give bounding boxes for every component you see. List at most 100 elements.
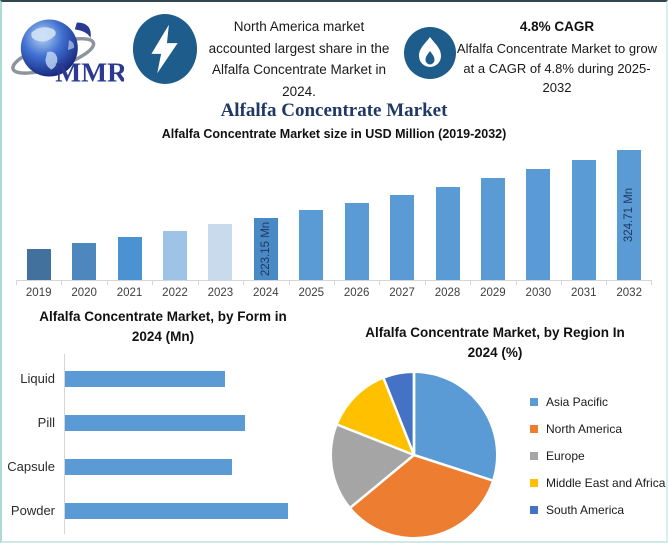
bar-2027 bbox=[390, 195, 415, 281]
legend-label: South America bbox=[546, 503, 625, 517]
form-row-liquid: Liquid bbox=[2, 357, 324, 401]
form-row-capsule: Capsule bbox=[2, 445, 324, 489]
form-label-liquid: Liquid bbox=[20, 371, 55, 386]
x-axis-label-2029: 2029 bbox=[470, 281, 515, 299]
x-axis-label-2031: 2031 bbox=[561, 281, 606, 299]
market-size-bar-chart: Alfalfa Concentrate Market size in USD M… bbox=[16, 127, 653, 299]
form-label-capsule: Capsule bbox=[7, 459, 55, 474]
bar-2029 bbox=[480, 178, 505, 281]
legend-item-middle-east-and-africa: Middle East and Africa bbox=[530, 470, 665, 497]
legend-marker-icon bbox=[530, 479, 538, 487]
logo-text: MMR bbox=[55, 56, 124, 87]
bar-value-label-2024: 223.15 Mn bbox=[259, 222, 272, 277]
form-bar-powder bbox=[64, 502, 288, 519]
form-row-pill: Pill bbox=[2, 401, 324, 445]
globe-continent bbox=[67, 40, 75, 51]
pie-slice-europe bbox=[332, 424, 414, 507]
globe-continent bbox=[45, 51, 58, 70]
header: MMR North America market accounted large… bbox=[2, 2, 666, 102]
pie-chart bbox=[332, 372, 497, 537]
form-label-powder: Powder bbox=[10, 503, 55, 518]
bar-column-2029 bbox=[470, 178, 515, 281]
bar-column-2025 bbox=[289, 210, 334, 281]
bar-2030 bbox=[526, 169, 551, 281]
x-axis-label-2028: 2028 bbox=[424, 281, 470, 299]
x-axis-label-2023: 2023 bbox=[197, 281, 243, 299]
bar-2032: 324.71 Mn bbox=[617, 150, 642, 281]
legend-item-north-america: North America bbox=[530, 416, 665, 443]
cagr-text: Alfalfa Concentrate Market to grow at a … bbox=[456, 41, 658, 95]
flame-icon bbox=[404, 27, 456, 79]
legend-label: North America bbox=[546, 422, 623, 436]
x-axis-label-2026: 2026 bbox=[333, 281, 379, 299]
bar-column-2024: 223.15 Mn bbox=[243, 218, 288, 281]
bar-column-2023 bbox=[198, 224, 243, 281]
bar-column-2030 bbox=[516, 169, 561, 281]
pie-legend: Asia Pacific North America Europe Middle Ea… bbox=[530, 389, 665, 541]
bottom-charts: Alfalfa Concentrate Market, by Form in 2… bbox=[2, 307, 666, 540]
form-bar-chart: Alfalfa Concentrate Market, by Form in 2… bbox=[2, 307, 324, 540]
bar-2025 bbox=[299, 210, 324, 281]
bar-2020 bbox=[72, 243, 97, 281]
legend-item-asia-pacific: Asia Pacific bbox=[530, 389, 665, 416]
bar-column-2021 bbox=[107, 237, 152, 281]
bar-column-2027 bbox=[379, 195, 424, 281]
bar-column-2020 bbox=[61, 243, 106, 281]
bar-column-2026 bbox=[334, 203, 379, 281]
legend-marker-icon bbox=[530, 425, 538, 433]
bar-2023 bbox=[208, 224, 233, 281]
cagr-title: 4.8% CAGR bbox=[519, 19, 595, 34]
form-bar-liquid bbox=[64, 370, 225, 387]
form-chart-title: Alfalfa Concentrate Market, by Form in 2… bbox=[39, 309, 287, 344]
pie-slice-asia-pacific bbox=[414, 372, 497, 480]
legend-item-south-america: South America bbox=[530, 497, 665, 524]
bar-value-label-2032: 324.71 Mn bbox=[623, 188, 636, 243]
bar-column-2019 bbox=[16, 249, 61, 281]
headline-text: North America market accounted largest s… bbox=[208, 19, 390, 99]
bar-2031 bbox=[571, 160, 596, 281]
x-axis-label-2030: 2030 bbox=[515, 281, 561, 299]
region-pie-chart: Alfalfa Concentrate Market, by Region In… bbox=[324, 307, 666, 540]
legend-marker-icon bbox=[530, 452, 538, 460]
x-axis-label-2021: 2021 bbox=[106, 281, 152, 299]
pie-slice-separator bbox=[413, 453, 493, 482]
bar-column-2031 bbox=[561, 160, 606, 281]
x-axis-label-2022: 2022 bbox=[152, 281, 197, 299]
mmr-logo: MMR bbox=[11, 19, 124, 87]
form-chart-plot-area: Liquid Pill Capsule Powder bbox=[2, 353, 324, 534]
logo-comma-swoosh bbox=[74, 22, 91, 39]
bar-column-2032: 324.71 Mn bbox=[606, 150, 651, 281]
pie-slice-separator bbox=[337, 423, 415, 456]
bar-2024: 223.15 Mn bbox=[253, 218, 278, 281]
x-axis-label-2024: 2024 bbox=[243, 281, 288, 299]
form-bar-capsule bbox=[64, 458, 232, 475]
x-axis-label-2019: 2019 bbox=[16, 281, 61, 299]
bar-chart-plot-area: 223.15 Mn 324.71 Mn bbox=[16, 147, 652, 282]
bar-2019 bbox=[26, 249, 51, 281]
bar-chart-x-axis: 2019 2020 2021 2022 2023 2024 2025 2026 2027 2028… bbox=[16, 281, 653, 299]
x-axis-label-2020: 2020 bbox=[61, 281, 106, 299]
pie-slice-middle-east-and-africa bbox=[337, 378, 414, 455]
page-title: Alfalfa Concentrate Market bbox=[220, 100, 448, 122]
bar-column-2022 bbox=[152, 231, 197, 281]
legend-label: Asia Pacific bbox=[546, 395, 609, 409]
lightning-bolt-icon bbox=[132, 14, 198, 84]
pie-slice-north-america bbox=[350, 454, 492, 537]
bar-2028 bbox=[435, 187, 460, 281]
region-chart-title: Alfalfa Concentrate Market, by Region In… bbox=[365, 325, 625, 360]
legend-item-europe: Europe bbox=[530, 443, 665, 470]
bar-2022 bbox=[162, 231, 187, 281]
form-row-powder: Powder bbox=[2, 489, 324, 533]
region-chart-body: Asia Pacific North America Europe Middle Ea… bbox=[324, 367, 666, 541]
legend-label: Middle East and Africa bbox=[546, 476, 666, 490]
legend-marker-icon bbox=[530, 506, 538, 514]
x-axis-label-2032: 2032 bbox=[606, 281, 653, 299]
form-label-pill: Pill bbox=[37, 415, 55, 430]
x-axis-label-2025: 2025 bbox=[288, 281, 334, 299]
bar-2026 bbox=[344, 203, 369, 281]
cagr-block: 4.8% CAGR Alfalfa Concentrate Market to … bbox=[456, 19, 662, 98]
legend-label: Europe bbox=[546, 449, 585, 463]
form-bar-pill bbox=[64, 414, 245, 431]
legend-marker-icon bbox=[530, 398, 538, 406]
